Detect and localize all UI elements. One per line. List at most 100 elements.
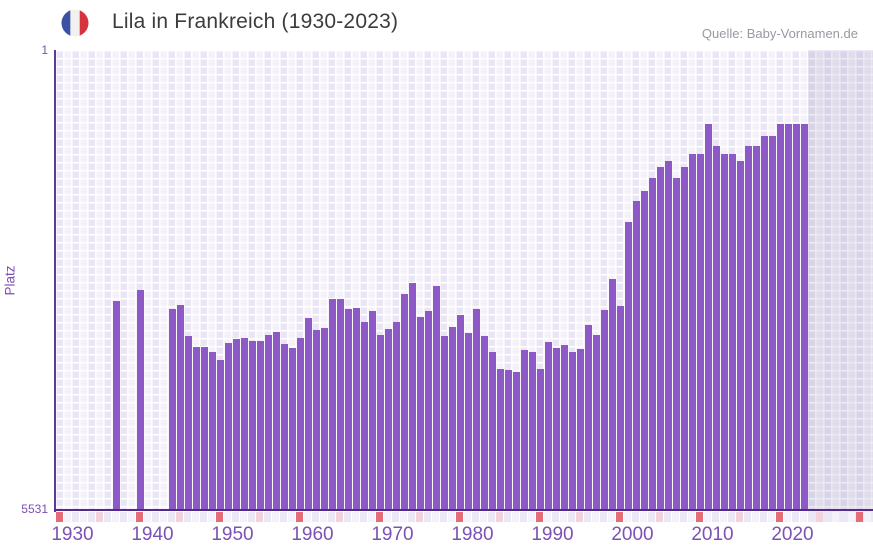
rank-bar-1970 (376, 334, 384, 510)
timeline-cell-1985 (496, 512, 503, 522)
rank-bar-2000 (616, 305, 624, 510)
timeline-cell-1968 (360, 512, 367, 522)
rank-bar-1981 (464, 332, 472, 510)
rank-bar-2015 (736, 160, 744, 510)
timeline-cell-1965 (336, 512, 343, 522)
timeline-cell-1939 (128, 512, 135, 522)
x-axis-line (54, 509, 873, 511)
timeline-cell-1984 (488, 512, 495, 522)
timeline-cell-1978 (440, 512, 447, 522)
timeline-cell-1990 (536, 512, 543, 522)
timeline-cell-1949 (208, 512, 215, 522)
rank-bar-2020 (776, 123, 784, 510)
timeline-cell-1963 (320, 512, 327, 522)
rank-bar-1944 (168, 309, 176, 510)
rank-bar-1958 (280, 344, 288, 510)
timeline-cell-1991 (544, 512, 551, 522)
timeline-cell-1930 (56, 512, 63, 522)
rank-bar-2009 (688, 153, 696, 510)
timeline-cell-2029 (848, 512, 855, 522)
timeline-cell-1995 (576, 512, 583, 522)
timeline-cell-1950 (216, 512, 223, 522)
rank-bar-2013 (720, 153, 728, 510)
rank-bar-1977 (432, 286, 440, 510)
timeline-cell-2009 (688, 512, 695, 522)
source-credit: Quelle: Baby-Vornamen.de (701, 26, 858, 41)
timeline-cell-2001 (624, 512, 631, 522)
timeline-cell-2021 (784, 512, 791, 522)
rank-bar-2010 (696, 153, 704, 510)
y-axis-bottom-label: 5531 (21, 502, 48, 516)
y-axis-title: Platz (2, 265, 18, 296)
rank-bar-2008 (680, 167, 688, 510)
rank-bar-1964 (328, 299, 336, 510)
timeline-cell-1956 (264, 512, 271, 522)
x-axis-labels: 1930 1940 1950 1960 1970 1980 1990 2000 2010 2020 (0, 524, 873, 548)
timeline-cell-2023 (800, 512, 807, 522)
timeline-cell-1942 (152, 512, 159, 522)
rank-bar-1969 (368, 310, 376, 510)
timeline-cell-2024 (808, 512, 815, 522)
timeline-cell-1988 (520, 512, 527, 522)
x-axis-label-1980: 1980 (451, 524, 494, 545)
rank-bar-1951 (224, 343, 232, 510)
rank-bar-1954 (248, 340, 256, 510)
x-axis-label-2010: 2010 (691, 524, 734, 545)
rank-bar-1952 (232, 339, 240, 510)
timeline-cell-2005 (656, 512, 663, 522)
timeline-cell-1932 (72, 512, 79, 522)
rank-bar-2007 (672, 177, 680, 510)
timeline-cell-1954 (248, 512, 255, 522)
rank-bar-1947 (192, 346, 200, 510)
timeline-cell-1935 (96, 512, 103, 522)
rank-bar-1966 (344, 309, 352, 510)
rank-bar-1967 (352, 308, 360, 510)
rank-bar-1979 (448, 326, 456, 510)
timeline-cell-1982 (472, 512, 479, 522)
rank-bar-1946 (184, 336, 192, 510)
rank-bar-1973 (400, 294, 408, 510)
timeline-cell-1946 (184, 512, 191, 522)
x-axis-label-2020: 2020 (771, 524, 814, 545)
timeline-cell-1937 (112, 512, 119, 522)
timeline-cell-1998 (600, 512, 607, 522)
rank-bar-1974 (408, 283, 416, 510)
rank-bar-2004 (648, 177, 656, 510)
timeline-cell-1931 (64, 512, 71, 522)
timeline-cell-1967 (352, 512, 359, 522)
rank-bar-1997 (592, 334, 600, 510)
x-axis-label-1970: 1970 (371, 524, 414, 545)
timeline-cell-1953 (240, 512, 247, 522)
timeline-cell-2018 (760, 512, 767, 522)
timeline-cell-1980 (456, 512, 463, 522)
year-strip (55, 512, 873, 522)
rank-bar-1959 (288, 347, 296, 510)
x-axis-label-1930: 1930 (51, 524, 94, 545)
timeline-cell-1936 (104, 512, 111, 522)
timeline-cell-2012 (712, 512, 719, 522)
timeline-cell-2017 (752, 512, 759, 522)
rank-bar-1999 (608, 279, 616, 510)
timeline-cell-1976 (424, 512, 431, 522)
timeline-cell-1943 (160, 512, 167, 522)
rank-bar-1995 (576, 348, 584, 510)
timeline-cell-2008 (680, 512, 687, 522)
rank-bar-1989 (528, 351, 536, 510)
timeline-cell-1945 (176, 512, 183, 522)
rank-bar-1998 (600, 309, 608, 510)
timeline-cell-2026 (824, 512, 831, 522)
timeline-cell-1951 (224, 512, 231, 522)
timeline-cell-1981 (464, 512, 471, 522)
rank-bar-2001 (624, 221, 632, 510)
timeline-cell-2027 (832, 512, 839, 522)
timeline-cell-2004 (648, 512, 655, 522)
rank-bar-1965 (336, 299, 344, 510)
rank-bar-1983 (480, 335, 488, 510)
timeline-cell-2000 (616, 512, 623, 522)
x-axis-label-1950: 1950 (211, 524, 254, 545)
timeline-cell-1959 (288, 512, 295, 522)
rank-bar-2023 (800, 123, 808, 510)
rank-bar-1972 (392, 322, 400, 510)
rank-bar-1990 (536, 369, 544, 510)
rank-bar-2014 (728, 153, 736, 510)
